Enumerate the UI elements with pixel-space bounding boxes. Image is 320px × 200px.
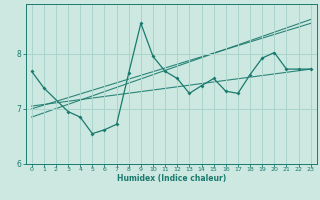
X-axis label: Humidex (Indice chaleur): Humidex (Indice chaleur) xyxy=(116,174,226,183)
